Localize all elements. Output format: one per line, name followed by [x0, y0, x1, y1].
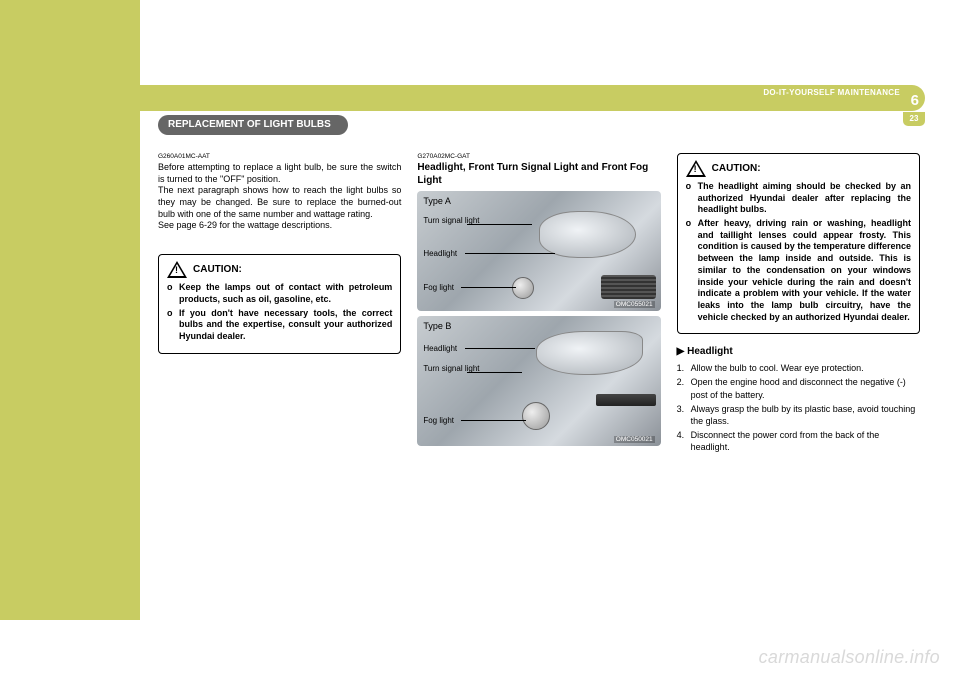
leader-line [461, 287, 516, 288]
label-fog-b: Fog light [423, 416, 454, 425]
caution-box-1: ! CAUTION: o Keep the lamps out of conta… [158, 254, 401, 353]
caution2-item-2: o After heavy, driving rain or washing, … [686, 218, 911, 323]
header-band: DO-IT-YOURSELF MAINTENANCE 6 [140, 85, 925, 111]
column-2: G270A02MC-GAT Headlight, Front Turn Sign… [417, 153, 660, 455]
column-3: ! CAUTION: o The headlight aiming should… [677, 153, 920, 455]
col2-heading: Headlight, Front Turn Signal Light and F… [417, 162, 660, 187]
grille-a [601, 275, 656, 299]
column-1: G260A01MC-AAT Before attempting to repla… [158, 153, 401, 455]
grille-slat-b [596, 394, 656, 406]
caution1-text-1: Keep the lamps out of contact with petro… [179, 282, 392, 305]
headlight-shape-a [539, 211, 636, 258]
caution2-item-1: o The headlight aiming should be checked… [686, 181, 911, 216]
step-1: 1.Allow the bulb to cool. Wear eye prote… [677, 362, 920, 374]
caution1-text-2: If you don't have necessary tools, the c… [179, 308, 392, 343]
step-1-text: Allow the bulb to cool. Wear eye protect… [691, 362, 864, 374]
warning-icon: ! [686, 160, 706, 177]
photo-type-b: Type B Headlight Turn signal light Fog l… [417, 316, 660, 446]
watermark: carmanualsonline.info [759, 647, 940, 668]
headlight-steps: 1.Allow the bulb to cool. Wear eye prote… [677, 362, 920, 453]
caution-box-2: ! CAUTION: o The headlight aiming should… [677, 153, 920, 334]
caution-label-2: CAUTION: [712, 162, 761, 175]
photo-code-b: OMC050021 [614, 436, 655, 443]
photo-code-a: OMC055021 [614, 301, 655, 308]
type-a-label: Type A [423, 196, 451, 206]
intro-para-3: See page 6-29 for the wattage descriptio… [158, 220, 401, 232]
leader-line [467, 224, 532, 225]
caution2-text-2: After heavy, driving rain or washing, he… [698, 218, 911, 323]
caution-header-2: ! CAUTION: [686, 160, 911, 177]
header-title: DO-IT-YOURSELF MAINTENANCE [763, 88, 900, 97]
leader-line [465, 253, 555, 254]
label-head-b: Headlight [423, 344, 457, 353]
procedure-code-1: G260A01MC-AAT [158, 153, 401, 160]
type-b-label: Type B [423, 321, 451, 331]
left-sidebar [0, 0, 140, 620]
intro-para-1: Before attempting to replace a light bul… [158, 162, 401, 185]
leader-line [465, 348, 535, 349]
caution1-item-2: o If you don't have necessary tools, the… [167, 308, 392, 343]
label-head-a: Headlight [423, 249, 457, 258]
caution-label-1: CAUTION: [193, 263, 242, 276]
headlight-title-text: Headlight [687, 346, 733, 357]
label-fog-a: Fog light [423, 283, 454, 292]
triangle-icon: ▶ [677, 346, 685, 357]
step-3-text: Always grasp the bulb by its plastic bas… [691, 403, 920, 427]
section-tab: REPLACEMENT OF LIGHT BULBS [158, 115, 348, 135]
bullet-mark: o [167, 282, 179, 305]
leader-line [467, 372, 522, 373]
leader-line [461, 420, 526, 421]
procedure-code-2: G270A02MC-GAT [417, 153, 660, 160]
foglight-a [512, 277, 534, 299]
step-4-text: Disconnect the power cord from the back … [691, 429, 920, 453]
caution-header-1: ! CAUTION: [167, 261, 392, 278]
photo-type-a: Type A Turn signal light Headlight Fog l… [417, 191, 660, 311]
caution1-item-1: o Keep the lamps out of contact with pet… [167, 282, 392, 305]
bullet-mark: o [167, 308, 179, 343]
bullet-mark: o [686, 218, 698, 323]
intro-para-2: The next paragraph shows how to reach th… [158, 185, 401, 220]
chapter-number: 6 [911, 92, 919, 109]
page-number: 23 [903, 112, 925, 126]
step-2-text: Open the engine hood and disconnect the … [691, 376, 920, 400]
headlight-steps-title: ▶ Headlight [677, 346, 920, 357]
headlight-shape-b [536, 331, 643, 375]
foglight-b [522, 402, 550, 430]
warning-icon: ! [167, 261, 187, 278]
caution2-text-1: The headlight aiming should be checked b… [698, 181, 911, 216]
bullet-mark: o [686, 181, 698, 216]
step-4: 4.Disconnect the power cord from the bac… [677, 429, 920, 453]
content-area: G260A01MC-AAT Before attempting to repla… [158, 153, 920, 455]
step-2: 2.Open the engine hood and disconnect th… [677, 376, 920, 400]
step-3: 3.Always grasp the bulb by its plastic b… [677, 403, 920, 427]
